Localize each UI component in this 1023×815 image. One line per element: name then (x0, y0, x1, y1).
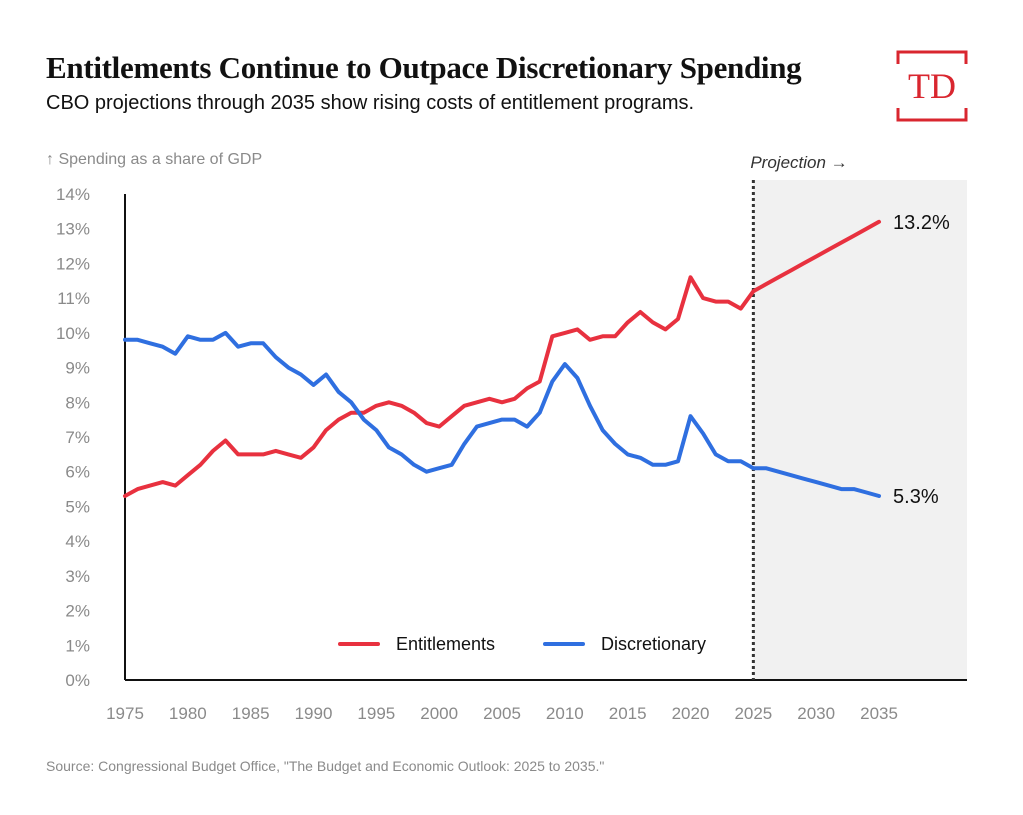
y-tick-label: 4% (65, 532, 90, 551)
y-tick-label: 1% (65, 636, 90, 655)
y-tick-label: 14% (56, 185, 90, 204)
y-tick-label: 7% (65, 428, 90, 447)
x-tick-label: 2030 (797, 704, 835, 723)
td-logo: TD (896, 50, 968, 122)
y-tick-label: 0% (65, 671, 90, 690)
x-tick-label: 1990 (295, 704, 333, 723)
x-tick-label: 2005 (483, 704, 521, 723)
x-tick-label: 2015 (609, 704, 647, 723)
end-label-discretionary: 5.3% (893, 486, 939, 508)
end-label-entitlements: 13.2% (893, 212, 950, 234)
series-line-discretionary (123, 330, 881, 498)
x-tick-label: 2010 (546, 704, 584, 723)
logo-text: TD (908, 66, 956, 106)
series-line-entitlements (123, 219, 881, 498)
chart-title: Entitlements Continue to Outpace Discret… (46, 50, 802, 85)
y-tick-label: 6% (65, 463, 90, 482)
y-tick-label: 12% (56, 254, 90, 273)
y-tick-label: 2% (65, 602, 90, 621)
legend-label-entitlements: Entitlements (396, 634, 495, 654)
x-tick-label: 1980 (169, 704, 207, 723)
legend-label-discretionary: Discretionary (601, 634, 706, 654)
y-axis-label: ↑ Spending as a share of GDP (46, 151, 262, 168)
y-tick-label: 9% (65, 359, 90, 378)
y-tick-label: 3% (65, 567, 90, 586)
y-tick-label: 10% (56, 324, 90, 343)
y-tick-label: 13% (56, 220, 90, 239)
source-note: Source: Congressional Budget Office, "Th… (46, 758, 605, 774)
y-tick-label: 8% (65, 393, 90, 412)
td-logo-icon: TD (896, 50, 968, 122)
projection-label: Projection → (750, 153, 847, 172)
y-tick-label: 5% (65, 497, 90, 516)
projection-region (753, 180, 967, 680)
y-tick-label: 11% (57, 289, 90, 308)
x-tick-label: 2025 (734, 704, 772, 723)
chart-subtitle: CBO projections through 2035 show rising… (46, 92, 695, 114)
x-tick-label: 2035 (860, 704, 898, 723)
x-tick-label: 1995 (357, 704, 395, 723)
x-tick-label: 2020 (672, 704, 710, 723)
x-tick-label: 1975 (106, 704, 144, 723)
x-tick-label: 2000 (420, 704, 458, 723)
x-tick-label: 1985 (232, 704, 270, 723)
